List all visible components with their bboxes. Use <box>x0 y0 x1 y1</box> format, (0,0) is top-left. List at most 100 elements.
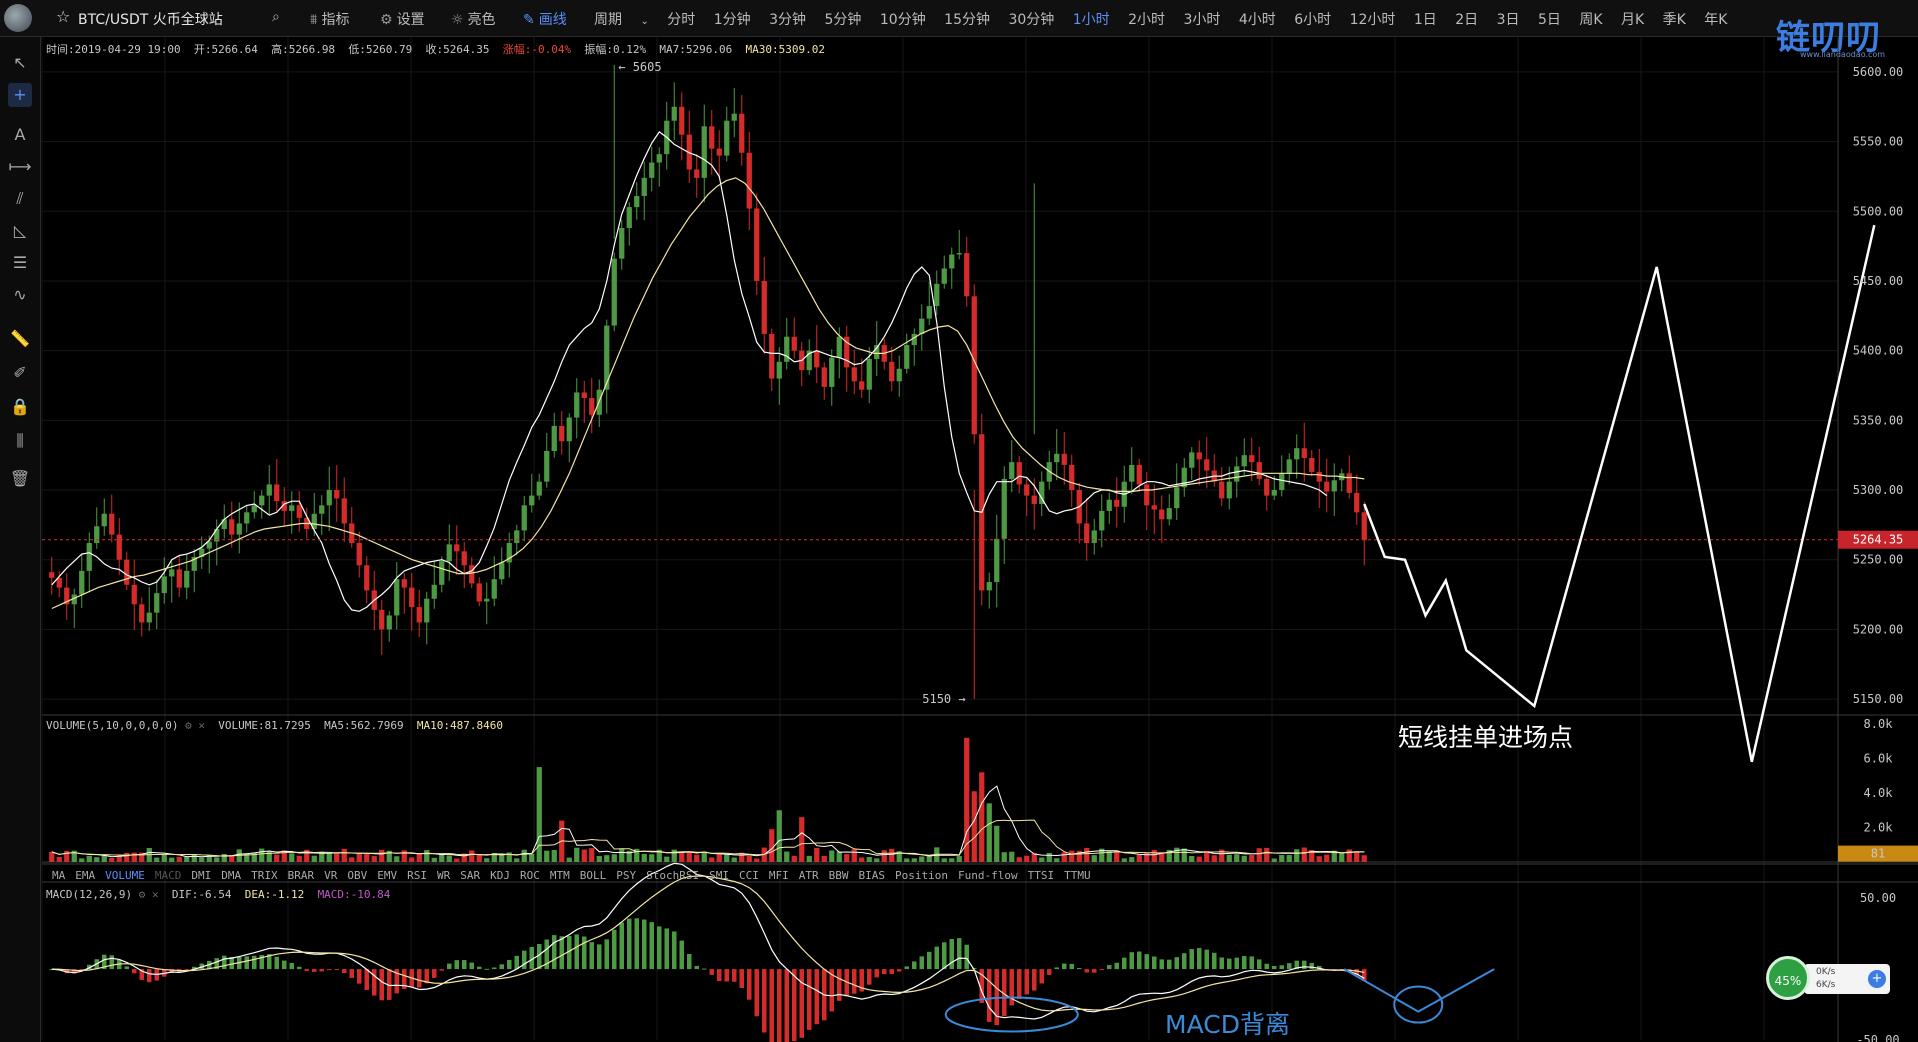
period-option[interactable]: 5日 <box>1538 12 1561 28</box>
macd-bar <box>1152 956 1157 970</box>
volume-bar <box>514 858 520 862</box>
indicator-tab-trix[interactable]: TRIX <box>251 869 278 882</box>
indicator-tab-ttmu[interactable]: TTMU <box>1064 869 1091 882</box>
period-option[interactable]: 分时 <box>667 12 696 28</box>
indicator-tab-roc[interactable]: ROC <box>520 869 540 882</box>
volume-ma10-line <box>51 819 1365 857</box>
indicator-tab-ema[interactable]: EMA <box>75 869 96 882</box>
macd-bar <box>184 969 189 971</box>
indicator-tab-psy[interactable]: PSY <box>616 869 637 882</box>
indicator-tab-macd[interactable]: MACD <box>154 869 182 882</box>
volume-bar <box>551 849 557 862</box>
app-logo[interactable] <box>4 4 32 32</box>
indicator-tab-obv[interactable]: OBV <box>347 869 368 882</box>
indicator-button[interactable]: ⩩ 指标 <box>310 12 350 28</box>
text-tool-icon[interactable]: A <box>14 125 26 144</box>
settings-small-icon[interactable]: ⚙ <box>138 888 146 901</box>
indicator-tab-mtm[interactable]: MTM <box>549 869 570 882</box>
period-option[interactable]: 3分钟 <box>769 12 807 28</box>
fibonacci-icon[interactable]: ☰ <box>12 253 28 272</box>
period-option[interactable]: 年K <box>1704 12 1728 28</box>
close-small-icon[interactable]: ✕ <box>198 719 205 732</box>
period-option-active[interactable]: 1小时 <box>1072 12 1110 28</box>
light-theme-button[interactable]: ☼ 亮色 <box>451 12 496 28</box>
indicator-tab-atr[interactable]: ATR <box>798 869 819 882</box>
period-option[interactable]: 30分钟 <box>1008 12 1055 28</box>
indicator-tab-vr[interactable]: VR <box>324 869 338 882</box>
wave-pattern-icon[interactable]: ∿ <box>13 285 27 304</box>
period-option[interactable]: 周K <box>1579 12 1603 28</box>
indicator-tab-ttsi[interactable]: TTSI <box>1027 869 1055 882</box>
indicator-tab-dma[interactable]: DMA <box>221 869 242 882</box>
candle-body <box>311 513 317 530</box>
period-option[interactable]: 4小时 <box>1238 12 1276 28</box>
crosshair-icon[interactable]: + <box>8 83 32 107</box>
indicator-tab-bias[interactable]: BIAS <box>858 869 885 882</box>
indicator-tab-ma[interactable]: MA <box>52 869 66 882</box>
draw-line-button[interactable]: ✎ 画线 <box>523 12 567 28</box>
indicator-tab-boll[interactable]: BOLL <box>579 869 607 882</box>
close-small-icon[interactable]: ✕ <box>151 888 159 901</box>
indicator-tab-bbw[interactable]: BBW <box>828 869 849 882</box>
volume-bar <box>116 855 122 862</box>
indicator-tab-cci[interactable]: CCI <box>738 869 759 882</box>
indicator-tab-emv[interactable]: EMV <box>377 869 398 882</box>
volume-bar <box>176 856 182 862</box>
candle-body <box>1301 448 1307 458</box>
search-icon[interactable]: ⌕ <box>272 9 280 25</box>
volume-bar <box>311 855 317 862</box>
indicator-tab-sar[interactable]: SAR <box>460 869 481 882</box>
period-option[interactable]: 月K <box>1621 12 1645 28</box>
cursor-arrow-icon[interactable]: ↖ <box>13 53 27 72</box>
network-monitor[interactable]: 0K/s 6K/s + 45% <box>1766 956 1892 1000</box>
period-option[interactable]: 1日 <box>1413 12 1437 28</box>
indicator-tab-kdj[interactable]: KDJ <box>490 869 510 882</box>
period-dropdown[interactable]: 周期 ⌄ <box>594 12 649 28</box>
period-option[interactable]: 3小时 <box>1183 12 1221 28</box>
horizontal-line-icon[interactable]: ⟼ <box>8 157 32 176</box>
indicator-tab-position[interactable]: Position <box>894 869 948 882</box>
indicator-tab-wr[interactable]: WR <box>437 869 451 882</box>
period-option[interactable]: 6小时 <box>1294 12 1332 28</box>
period-option[interactable]: 2日 <box>1455 12 1479 28</box>
indicator-tab-mfi[interactable]: MFI <box>768 869 789 882</box>
candlestick-icon[interactable]: ⫼ <box>16 431 24 450</box>
volume-bar <box>154 857 160 862</box>
period-option[interactable]: 1分钟 <box>713 12 751 28</box>
period-option[interactable]: 季K <box>1662 12 1686 28</box>
lock-icon[interactable]: 🔒 <box>10 397 30 416</box>
indicator-tab-volume[interactable]: VOLUME <box>105 869 145 882</box>
macd-bar <box>1227 958 1232 970</box>
trend-line-icon[interactable]: ⫽ <box>16 189 24 208</box>
period-option[interactable]: 5分钟 <box>824 12 862 28</box>
period-option[interactable]: 12小时 <box>1349 12 1396 28</box>
indicator-tab-fund-flow[interactable]: Fund-flow <box>957 869 1018 882</box>
macd-bar <box>807 969 812 1030</box>
candle-body <box>874 345 880 360</box>
volume-bar <box>919 856 925 862</box>
indicator-tab-rsi[interactable]: RSI <box>407 869 427 882</box>
brush-icon[interactable]: ✐ <box>13 363 27 382</box>
period-option[interactable]: 2小时 <box>1128 12 1166 28</box>
trash-icon[interactable]: 🗑 <box>9 469 31 488</box>
period-option[interactable]: 10分钟 <box>879 12 926 28</box>
favorite-star-icon[interactable]: ☆ <box>56 7 71 26</box>
ruler-icon[interactable]: 📏 <box>10 329 30 348</box>
upload-speed: 0K/s <box>1816 967 1836 977</box>
settings-button[interactable]: ⚙ 设置 <box>380 12 425 28</box>
indicator-tab-brar[interactable]: BRAR <box>287 869 315 882</box>
triangle-tool-icon[interactable]: ◺ <box>13 221 27 240</box>
period-option[interactable]: 3日 <box>1496 12 1520 28</box>
price-tick-label: 5350.00 <box>1853 413 1904 427</box>
symbol-title[interactable]: BTC/USDT 火币全球站 <box>78 12 223 28</box>
settings-small-icon[interactable]: ⚙ <box>185 719 192 732</box>
indicator-tab-smi[interactable]: SMI <box>709 869 729 882</box>
indicator-tab-dmi[interactable]: DMI <box>191 869 212 882</box>
indicator-tab-stochrsi[interactable]: StochRSI <box>646 869 700 882</box>
period-option[interactable]: 15分钟 <box>944 12 990 28</box>
volume-bar <box>1354 852 1360 862</box>
volume-bar <box>506 852 512 862</box>
candle-body <box>866 359 872 390</box>
plus-icon[interactable]: + <box>1868 970 1886 988</box>
